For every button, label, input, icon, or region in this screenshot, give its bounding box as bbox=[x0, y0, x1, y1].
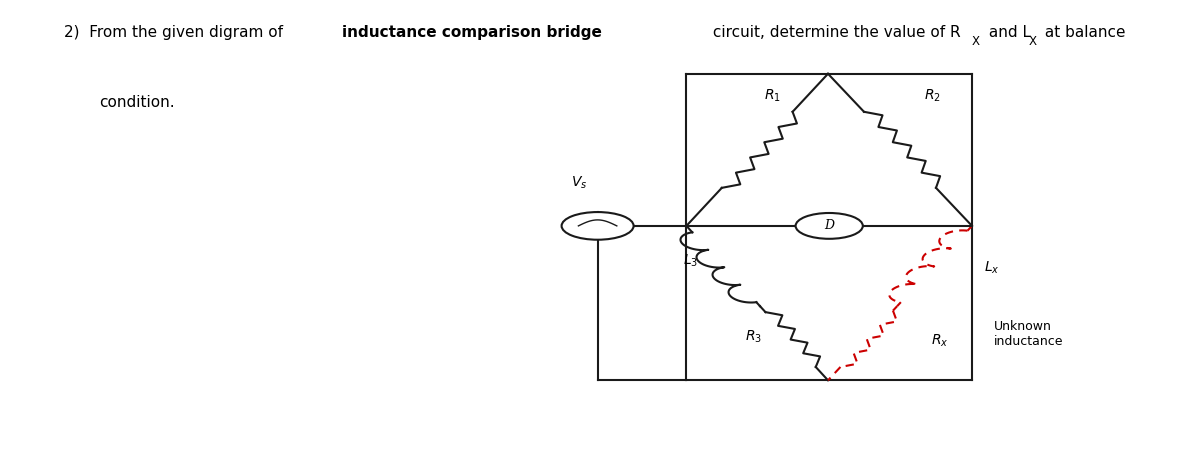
Text: 2)  From the given digram of: 2) From the given digram of bbox=[64, 25, 288, 41]
Text: inductance comparison bridge: inductance comparison bridge bbox=[342, 25, 602, 41]
Text: $R_1$: $R_1$ bbox=[764, 87, 781, 104]
Text: X: X bbox=[1028, 35, 1037, 48]
Text: condition.: condition. bbox=[100, 95, 175, 110]
Text: $R_2$: $R_2$ bbox=[924, 87, 941, 104]
Text: at balance: at balance bbox=[1040, 25, 1126, 41]
Circle shape bbox=[562, 212, 634, 240]
Text: Unknown
inductance: Unknown inductance bbox=[994, 320, 1063, 348]
Text: $L_x$: $L_x$ bbox=[984, 259, 1000, 276]
Text: $R_x$: $R_x$ bbox=[931, 333, 949, 349]
Text: and L: and L bbox=[984, 25, 1031, 41]
Circle shape bbox=[796, 213, 863, 239]
Text: circuit, determine the value of R: circuit, determine the value of R bbox=[708, 25, 961, 41]
Text: $L_3$: $L_3$ bbox=[683, 252, 698, 269]
Text: X: X bbox=[972, 35, 980, 48]
Text: $V_s$: $V_s$ bbox=[571, 175, 588, 191]
Text: D: D bbox=[824, 219, 834, 232]
Text: $R_3$: $R_3$ bbox=[745, 328, 762, 345]
